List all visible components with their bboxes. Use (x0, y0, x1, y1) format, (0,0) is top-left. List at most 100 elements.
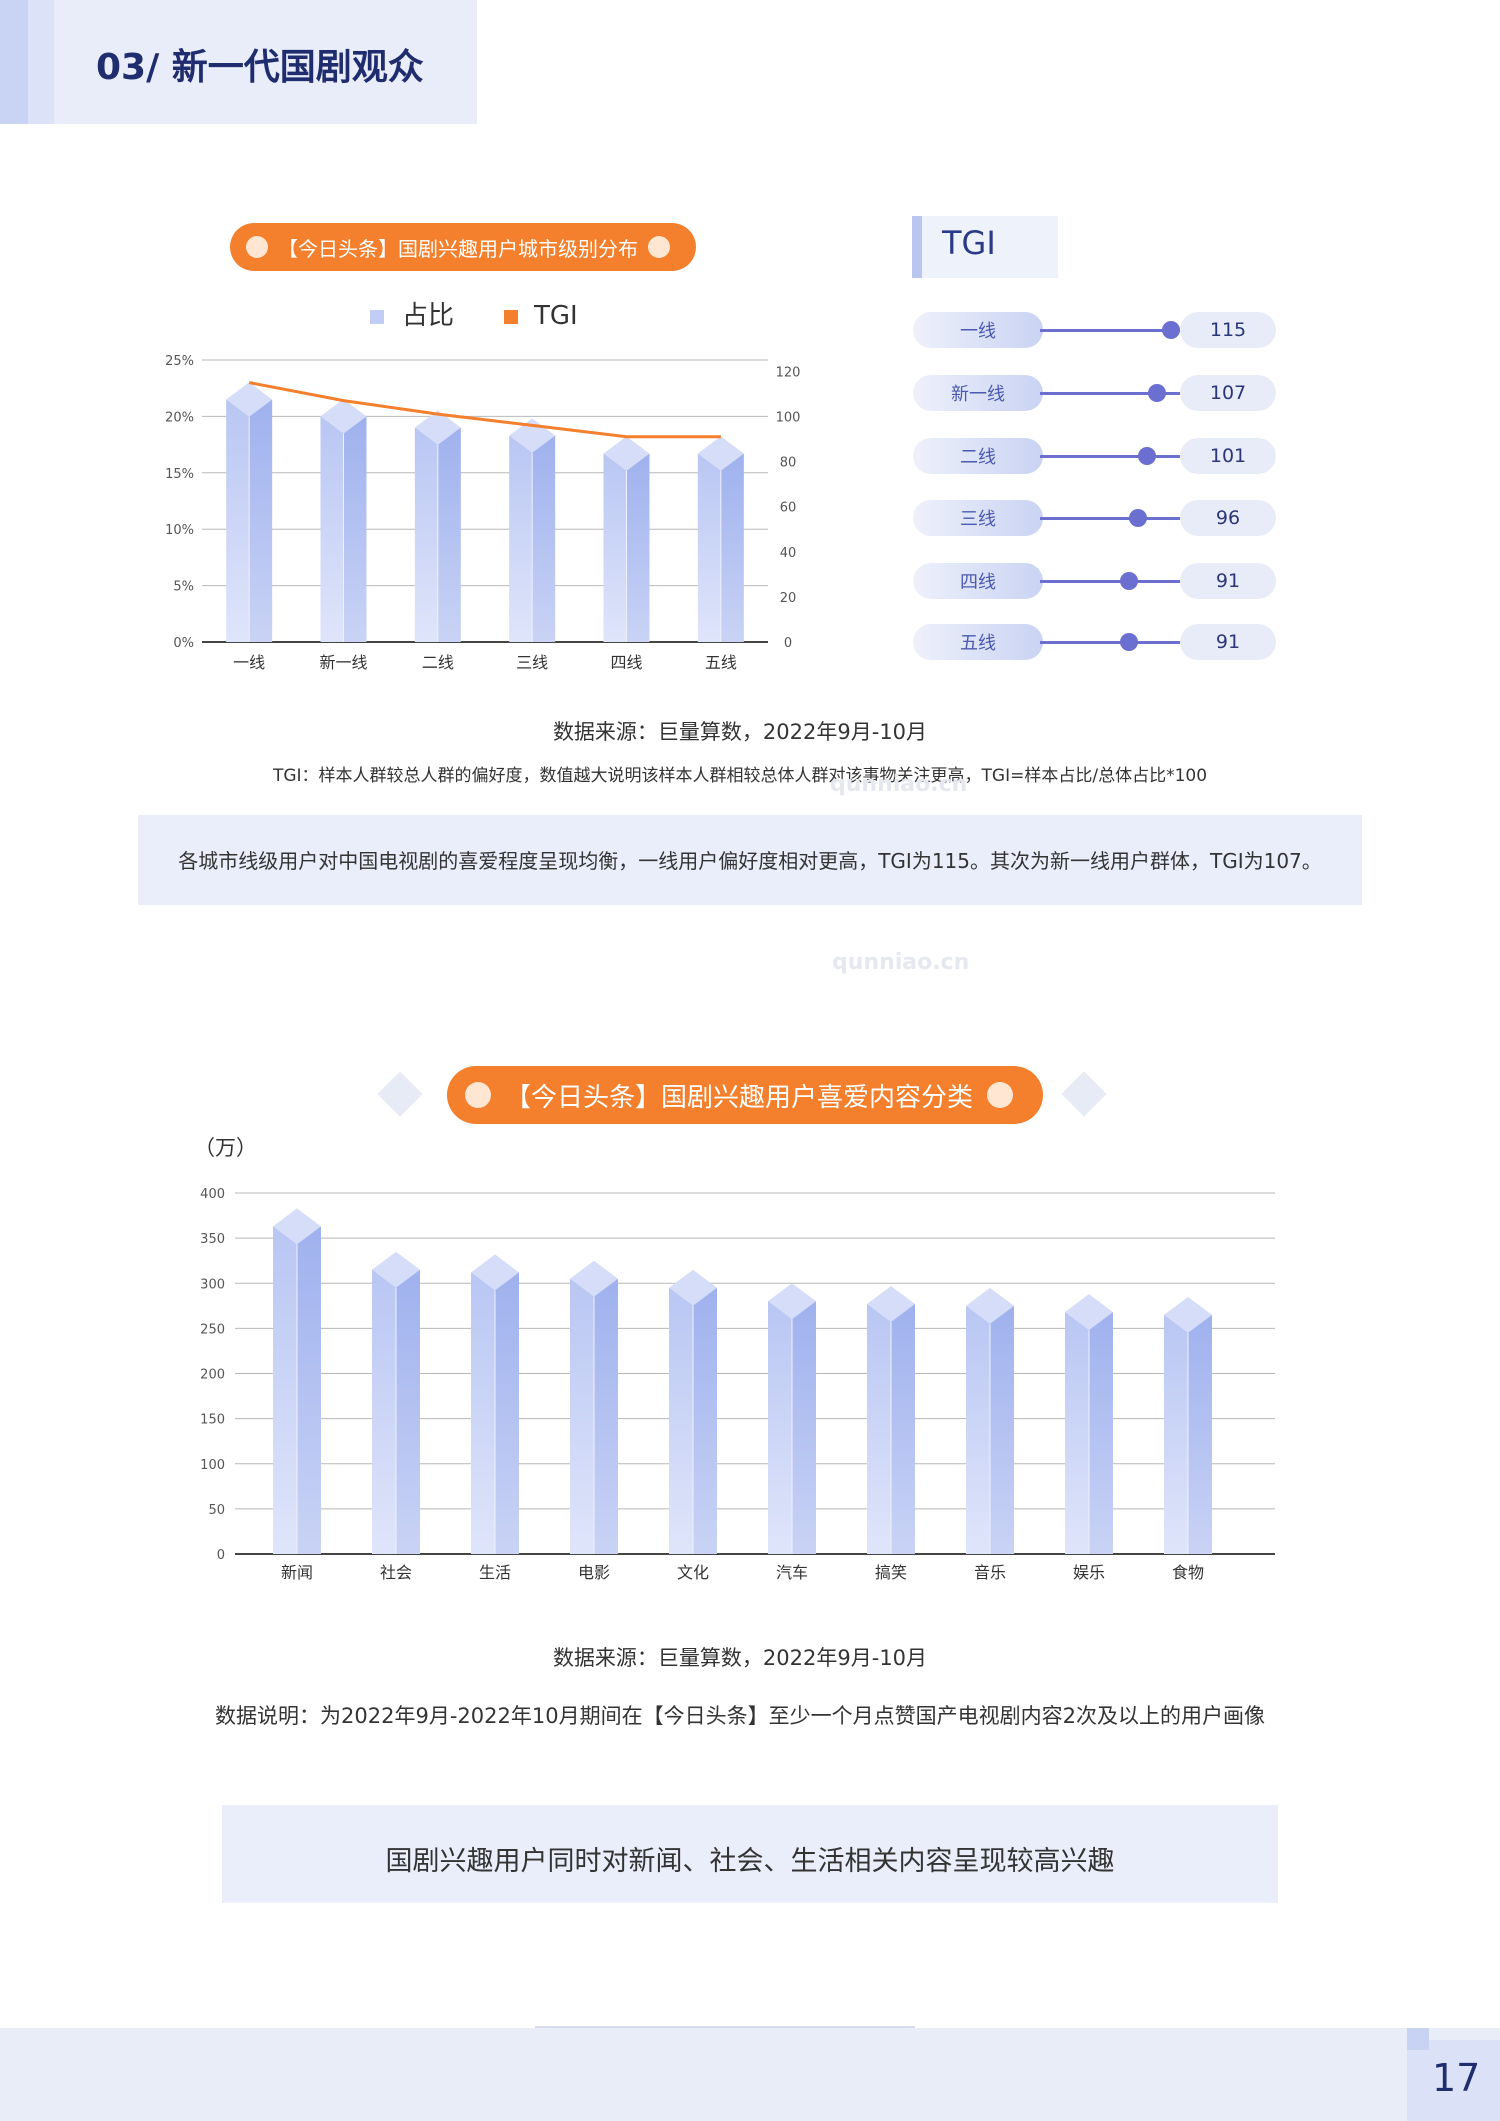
tgi-row-marker (1120, 633, 1139, 651)
tgi-definition: TGI：样本人群较总人群的偏好度，数值越大说明该样本人群相较总体人群对该事物关注… (272, 766, 1208, 786)
tgi-row-value: 115 (1180, 312, 1276, 348)
x-tick-label: 电影 (578, 1563, 610, 1582)
tgi-row-marker (1137, 447, 1156, 465)
x-tick-label: 新一线 (319, 653, 367, 672)
watermark: qunniao.cn (830, 772, 968, 797)
chart2-description: 数据说明：为2022年9月-2022年10月期间在【今日头条】至少一个月点赞国产… (215, 1704, 1265, 1728)
tgi-row-marker (1162, 321, 1181, 339)
legend-swatch-tgi (504, 310, 518, 324)
x-tick-label: 社会 (380, 1563, 412, 1582)
tgi-row-label: 四线 (913, 563, 1043, 599)
header-bar (0, 0, 477, 124)
y-tick-label: 400 (200, 1187, 225, 1202)
y-right-tick-label: 120 (776, 365, 801, 380)
y-tick-label: 150 (200, 1413, 225, 1428)
tgi-row-label: 二线 (913, 438, 1043, 474)
tgi-row-value: 91 (1180, 563, 1276, 599)
y-tick-label: 350 (200, 1232, 225, 1247)
tgi-row-line (1040, 580, 1180, 583)
pill-dot-right (648, 236, 670, 258)
y-tick-label: 200 (200, 1368, 225, 1383)
content-category-chart: （万） 0 50 100 150 200 250 300 350 400 新闻 社会 生活 电影 文化 汽车… (194, 1136, 1275, 1582)
header-accent-strip-light (28, 0, 54, 124)
chart2-summary-box (222, 1805, 1278, 1903)
x-tick-label: 三线 (516, 653, 548, 672)
y-left-tick-label: 20% (165, 410, 194, 425)
legend-label-share: 占比 (402, 301, 454, 331)
x-tick-label: 娱乐 (1073, 1563, 1105, 1582)
footer-divider (535, 2026, 915, 2028)
header-accent-strip (0, 0, 28, 124)
tgi-row-value: 91 (1180, 624, 1276, 660)
tgi-row-label: 一线 (913, 312, 1043, 348)
y-tick-label: 0 (217, 1548, 225, 1563)
bar-share-二线 (414, 410, 461, 642)
city-tier-chart: 占比 TGI 0% 5% 10% 15% 20% 25% 0 20 40 60 80 100 120 一线… (165, 301, 801, 672)
bar-share-三线 (509, 418, 556, 642)
tgi-row-marker (1148, 384, 1167, 402)
y-right-tick-label: 0 (784, 636, 792, 651)
bar-文化 (669, 1269, 717, 1554)
tgi-panel-header (912, 216, 1058, 278)
legend-swatch-share (370, 310, 384, 324)
decor-diamond-left (377, 1071, 423, 1117)
chart1-title: 【今日头条】国剧兴趣用户城市级别分布 (278, 236, 638, 261)
page-number-box (1407, 2040, 1500, 2121)
chart1-title-pill: 【今日头条】国剧兴趣用户城市级别分布 (230, 223, 696, 271)
bar-share-新一线 (320, 399, 367, 642)
tgi-row-marker (1129, 509, 1147, 527)
chart2-title: 【今日头条】国剧兴趣用户喜爱内容分类 (505, 1082, 974, 1113)
x-tick-label: 文化 (677, 1563, 709, 1582)
bar-生活 (471, 1254, 519, 1554)
y-left-tick-label: 15% (165, 467, 194, 482)
y-right-tick-label: 40 (780, 546, 797, 561)
tgi-row-line (1040, 641, 1180, 644)
bar-电影 (570, 1260, 618, 1554)
decor-diamond-right (1061, 1071, 1107, 1117)
bar-社会 (372, 1251, 420, 1554)
x-tick-label: 二线 (422, 653, 454, 672)
x-tick-label: 新闻 (281, 1563, 313, 1582)
chart2-source: 数据来源：巨量算数，2022年9月-10月 (552, 1646, 928, 1670)
y-tick-label: 100 (200, 1458, 225, 1473)
tgi-row-label: 五线 (913, 624, 1043, 660)
y-right-tick-label: 100 (776, 410, 801, 425)
pill-dot-right (987, 1082, 1014, 1108)
bar-汽车 (768, 1283, 816, 1554)
y-left-tick-label: 5% (173, 580, 194, 595)
x-tick-label: 四线 (610, 653, 642, 672)
y-right-tick-label: 80 (780, 456, 797, 471)
tgi-panel-title: TGI (942, 224, 996, 262)
x-tick-label: 食物 (1172, 1563, 1204, 1582)
legend-label-tgi: TGI (533, 301, 578, 331)
pill-dot-left (246, 236, 268, 258)
bar-音乐 (966, 1287, 1014, 1554)
tgi-row-value: 101 (1180, 438, 1276, 474)
y-right-tick-label: 60 (780, 501, 797, 516)
chart2-title-pill: 【今日头条】国剧兴趣用户喜爱内容分类 (447, 1066, 1043, 1124)
chart2-summary: 国剧兴趣用户同时对新闻、社会、生活相关内容呈现较高兴趣 (385, 1846, 1115, 1877)
tgi-row-label: 三线 (913, 500, 1043, 536)
tgi-row-marker (1120, 572, 1139, 590)
tgi-row-value: 96 (1180, 500, 1276, 536)
bar-娱乐 (1065, 1294, 1113, 1554)
x-tick-label: 生活 (479, 1563, 511, 1582)
x-tick-label: 搞笑 (875, 1563, 907, 1582)
y-left-tick-label: 25% (165, 354, 194, 369)
tgi-row-line (1040, 455, 1180, 458)
page-title: 03/ 新一代国剧观众 (96, 47, 424, 88)
chart1-summary: 各城市线级用户对中国电视剧的喜爱程度呈现均衡，一线用户偏好度相对更高，TGI为1… (178, 849, 1322, 873)
x-tick-label: 音乐 (974, 1563, 1006, 1582)
y-tick-label: 300 (200, 1277, 225, 1292)
y-tick-label: 250 (200, 1322, 225, 1337)
watermark: qunniao.cn (832, 950, 970, 975)
y-left-tick-label: 0% (173, 636, 194, 651)
bar-搞笑 (867, 1286, 915, 1554)
y-tick-label: 50 (208, 1503, 225, 1518)
chart1-source: 数据来源：巨量算数，2022年9月-10月 (552, 720, 928, 744)
bar-新闻 (273, 1208, 321, 1554)
tgi-row-value: 107 (1180, 375, 1276, 411)
chart2-unit: （万） (194, 1136, 257, 1160)
tgi-row-label: 新一线 (913, 375, 1043, 411)
tgi-row-line (1040, 392, 1180, 395)
